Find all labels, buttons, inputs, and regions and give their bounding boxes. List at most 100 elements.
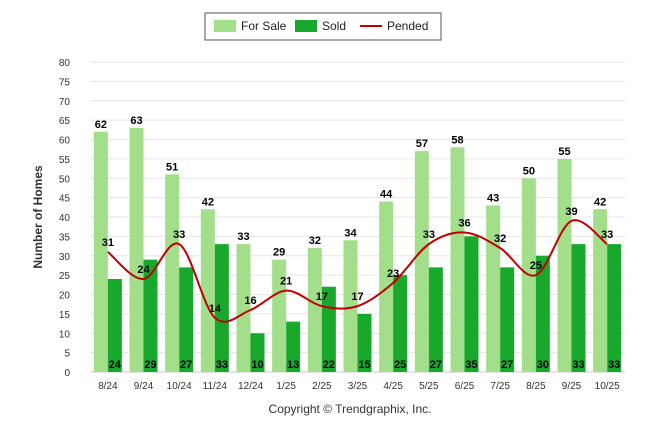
label-for-sale: 62 [95, 119, 107, 131]
x-tick-label: 1/25 [276, 381, 296, 392]
y-tick-label: 65 [59, 116, 71, 127]
bars [93, 127, 622, 372]
bar-sold [107, 279, 122, 372]
bar-sold [500, 267, 515, 372]
label-sold: 33 [572, 359, 584, 371]
legend-label-for-sale: For Sale [241, 19, 287, 33]
label-pended: 21 [280, 276, 292, 288]
y-tick-label: 50 [59, 174, 71, 185]
y-tick-label: 60 [59, 136, 71, 147]
x-tick-label: 6/25 [455, 381, 475, 392]
x-tick-label: 2/25 [312, 381, 332, 392]
x-tick-label: 10/24 [167, 381, 192, 392]
bar-for-sale [200, 209, 215, 372]
y-tick-label: 25 [59, 271, 71, 282]
bar-for-sale [129, 127, 144, 372]
bar-for-sale [486, 205, 501, 372]
label-sold: 27 [430, 359, 442, 371]
x-tick-label: 4/25 [383, 381, 403, 392]
y-tick-label: 5 [64, 349, 70, 360]
label-for-sale: 51 [166, 161, 178, 173]
x-axis-ticks: 8/24 9/24 10/24 11/24 12/24 1/25 2/25 3/25 4/25 5… [98, 381, 620, 392]
label-for-sale: 32 [309, 235, 321, 247]
label-sold: 10 [251, 359, 263, 371]
legend-box [204, 12, 442, 41]
label-pended: 24 [137, 264, 150, 276]
x-tick-label: 12/24 [238, 381, 263, 392]
x-tick-label: 9/25 [562, 381, 582, 392]
legend-label-sold: Sold [322, 19, 346, 33]
y-tick-label: 45 [59, 194, 71, 205]
bar-for-sale [593, 209, 608, 372]
label-sold: 22 [323, 359, 335, 371]
bar-sold [214, 244, 229, 372]
y-tick-label: 20 [59, 291, 71, 302]
label-for-sale: 42 [594, 196, 606, 208]
label-sold: 35 [465, 359, 477, 371]
label-pended: 39 [565, 206, 577, 218]
bar-sold [179, 267, 194, 372]
bar-for-sale [93, 131, 108, 372]
label-for-sale: 44 [380, 189, 393, 201]
x-tick-label: 10/25 [595, 381, 620, 392]
x-tick-label: 3/25 [348, 381, 368, 392]
bar-for-sale [236, 244, 251, 372]
label-sold: 27 [180, 359, 192, 371]
label-sold: 27 [501, 359, 513, 371]
label-for-sale: 50 [523, 165, 535, 177]
y-tick-label: 35 [59, 232, 71, 243]
x-tick-label: 5/25 [419, 381, 439, 392]
bar-sold [571, 244, 586, 372]
y-tick-label: 70 [59, 97, 71, 108]
y-axis-ticks: 0 5 10 15 20 25 30 35 40 45 50 55 60 65 70 75 80 [59, 58, 71, 379]
y-axis-title: Number of Homes [31, 165, 45, 269]
x-tick-label: 7/25 [490, 381, 510, 392]
label-pended: 25 [530, 260, 542, 272]
label-pended: 14 [209, 303, 222, 315]
bar-sold [143, 259, 158, 372]
bar-sold [428, 267, 443, 372]
label-pended: 32 [494, 233, 506, 245]
label-pended: 23 [387, 268, 399, 280]
bar-for-sale [557, 158, 572, 372]
label-sold: 33 [608, 359, 620, 371]
bar-sold [250, 333, 265, 372]
y-tick-label: 10 [59, 329, 71, 340]
label-for-sale: 42 [202, 196, 214, 208]
y-tick-label: 30 [59, 252, 71, 263]
bar-sold [535, 255, 550, 372]
label-pended: 33 [173, 229, 185, 241]
y-tick-label: 40 [59, 213, 71, 224]
legend: For Sale Sold Pended [204, 12, 442, 41]
label-sold: 15 [358, 359, 370, 371]
label-for-sale: 63 [130, 115, 142, 127]
y-tick-label: 55 [59, 155, 71, 166]
label-sold: 25 [394, 359, 406, 371]
bar-for-sale [272, 259, 287, 372]
x-tick-label: 9/24 [134, 381, 154, 392]
bar-sold [607, 244, 622, 372]
data-labels: 62 24 63 29 51 27 42 33 33 10 29 13 32 22 34 15 44 25 57 27… [95, 115, 621, 371]
bar-sold [464, 236, 479, 372]
pended-line [107, 219, 608, 323]
label-for-sale: 33 [237, 231, 249, 243]
label-for-sale: 43 [487, 192, 499, 204]
label-sold: 24 [109, 359, 122, 371]
y-tick-label: 0 [64, 368, 70, 379]
label-pended: 31 [102, 237, 114, 249]
y-tick-label: 80 [59, 58, 71, 69]
label-for-sale: 55 [558, 146, 570, 158]
bar-for-sale [343, 240, 358, 372]
pended-line-layer [107, 219, 608, 323]
bar-for-sale [414, 151, 429, 372]
x-tick-label: 8/24 [98, 381, 118, 392]
label-sold: 30 [537, 359, 549, 371]
bar-for-sale [307, 248, 322, 372]
bar-sold [393, 275, 408, 372]
label-for-sale: 29 [273, 247, 285, 259]
bar-sold [357, 313, 372, 372]
bar-sold [286, 321, 301, 372]
label-pended: 33 [423, 229, 435, 241]
label-for-sale: 58 [451, 134, 463, 146]
